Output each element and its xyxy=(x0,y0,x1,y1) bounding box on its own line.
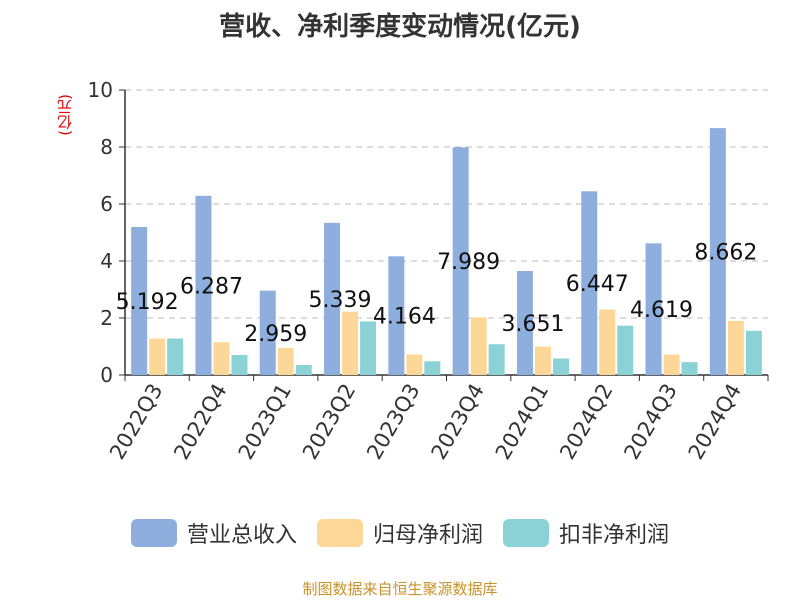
bar-revenue xyxy=(324,222,341,375)
bar-revenue xyxy=(645,243,662,375)
bar-revenue xyxy=(709,128,726,375)
legend-swatch-deducted-profit xyxy=(503,519,549,547)
legend-item-net-profit[interactable]: 归母净利润 xyxy=(316,517,483,549)
bar-net-profit xyxy=(470,317,487,375)
y-tick-label: 2 xyxy=(100,306,113,330)
x-tick-label: 2023Q1 xyxy=(234,380,296,464)
bar-revenue xyxy=(195,195,212,375)
bar-revenue xyxy=(131,227,148,375)
bar-revenue xyxy=(581,191,598,375)
legend-item-revenue[interactable]: 营业总收入 xyxy=(130,517,297,549)
bar-deducted-profit xyxy=(360,321,377,375)
data-label: 4.164 xyxy=(373,305,436,330)
bar-deducted-profit xyxy=(552,358,569,375)
data-label: 8.662 xyxy=(694,241,757,266)
bar-revenue xyxy=(452,147,469,375)
bar-deducted-profit xyxy=(167,338,184,375)
y-tick-label: 8 xyxy=(100,135,113,159)
bar-net-profit xyxy=(663,354,680,375)
bar-net-profit xyxy=(213,342,230,375)
data-label: 5.192 xyxy=(116,290,179,315)
data-label: 2.959 xyxy=(244,322,307,347)
data-label: 4.619 xyxy=(630,298,693,323)
bar-deducted-profit xyxy=(424,361,441,375)
data-label: 5.339 xyxy=(309,288,372,313)
bar-deducted-profit xyxy=(488,344,505,375)
data-source-note: 制图数据来自恒生聚源数据库 xyxy=(302,580,498,598)
y-tick-label: 6 xyxy=(100,192,113,216)
bar-revenue xyxy=(259,290,276,375)
legend-label-revenue: 营业总收入 xyxy=(186,523,297,548)
y-tick-label: 0 xyxy=(100,363,113,387)
legend-item-deducted-profit[interactable]: 扣非净利润 xyxy=(503,517,669,549)
legend-label-deducted-profit: 扣非净利润 xyxy=(559,523,670,548)
data-label: 6.447 xyxy=(566,272,629,297)
bar-net-profit xyxy=(277,347,294,375)
x-tick-label: 2023Q2 xyxy=(298,380,360,464)
x-tick-label: 2024Q4 xyxy=(684,380,746,464)
data-label: 6.287 xyxy=(180,274,243,299)
legend-label-net-profit: 归母净利润 xyxy=(372,523,483,548)
data-label: 3.651 xyxy=(501,312,564,337)
bar-revenue xyxy=(388,256,405,375)
data-label: 7.989 xyxy=(437,250,500,275)
x-tick-label: 2024Q3 xyxy=(619,380,681,464)
bar-deducted-profit xyxy=(295,365,312,375)
legend-swatch-revenue xyxy=(130,519,177,547)
legend-swatch-net-profit xyxy=(316,519,363,547)
x-tick-label: 2024Q2 xyxy=(555,380,617,464)
bar-net-profit xyxy=(406,354,423,375)
bar-net-profit xyxy=(727,320,744,375)
bar-net-profit xyxy=(599,309,616,375)
bar-net-profit xyxy=(342,311,359,375)
chart-title: 营收、净利季度变动情况(亿元) xyxy=(219,12,581,42)
x-tick-label: 2024Q1 xyxy=(491,380,553,464)
x-tick-label: 2023Q4 xyxy=(427,380,489,464)
x-tick-label: 2023Q3 xyxy=(362,380,424,464)
bar-deducted-profit xyxy=(681,362,698,375)
y-tick-label: 10 xyxy=(88,78,113,102)
x-tick-label: 2022Q3 xyxy=(105,380,167,464)
bar-deducted-profit xyxy=(231,355,248,375)
y-tick-label: 4 xyxy=(100,249,113,273)
bar-revenue xyxy=(516,270,533,375)
bar-deducted-profit xyxy=(617,325,634,375)
bar-deducted-profit xyxy=(745,330,762,375)
bar-net-profit xyxy=(149,338,166,375)
bar-net-profit xyxy=(534,346,551,375)
x-tick-label: 2022Q4 xyxy=(169,380,231,464)
legend: 营业总收入 归母净利润 扣非净利润 xyxy=(0,517,800,549)
